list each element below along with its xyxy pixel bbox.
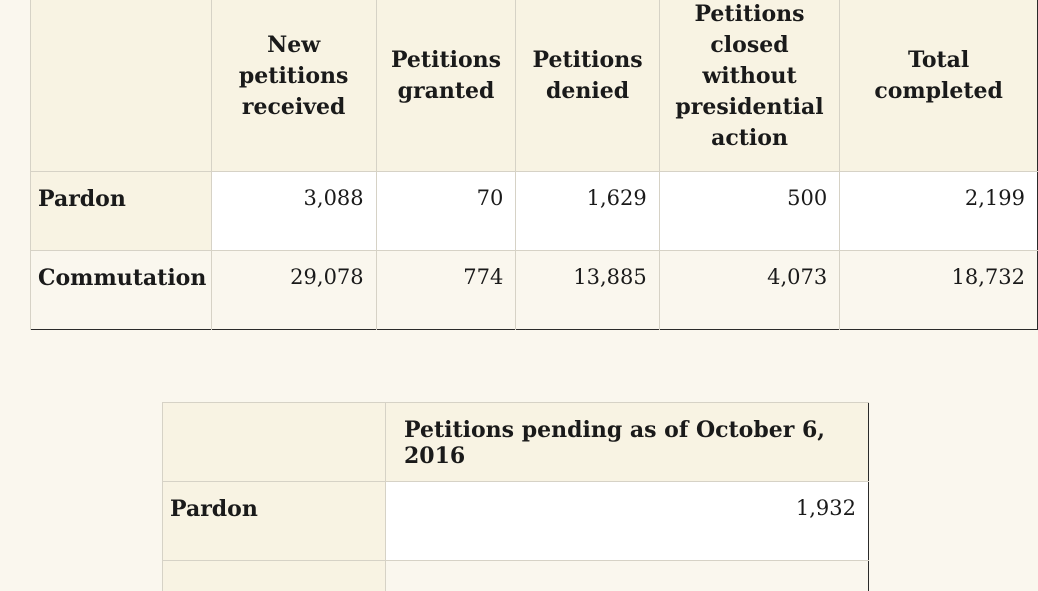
- column-header-total-completed: Total completed: [840, 0, 1038, 172]
- cell-granted: 774: [376, 251, 516, 330]
- cell-total-completed: 18,732: [840, 251, 1038, 330]
- table-row: Pardon 3,088 70 1,629 500 2,199: [31, 172, 1038, 251]
- completed-petitions-table: New petitions received Petitions granted…: [30, 0, 1038, 330]
- cell-pending: 1,932: [386, 482, 869, 561]
- table-row: Commutation 29,078 774 13,885 4,073 18,7…: [31, 251, 1038, 330]
- column-header-empty: [31, 0, 212, 172]
- cell-denied: 13,885: [516, 251, 659, 330]
- cell-new-petitions: 3,088: [211, 172, 376, 251]
- cell-granted: 70: [376, 172, 516, 251]
- column-header-new-petitions: New petitions received: [211, 0, 376, 172]
- row-header-pardon: Pardon: [163, 482, 386, 561]
- cell-closed-without-action: 4,073: [659, 251, 840, 330]
- cell-denied: 1,629: [516, 172, 659, 251]
- table-row: Pardon 1,932: [163, 482, 869, 561]
- pending-petitions-table: Petitions pending as of October 6, 2016 …: [162, 402, 869, 591]
- row-header-pardon: Pardon: [31, 172, 212, 251]
- cell-new-petitions: 29,078: [211, 251, 376, 330]
- row-header-commutation: Commutation: [31, 251, 212, 330]
- cell-closed-without-action: 500: [659, 172, 840, 251]
- column-header-pending: Petitions pending as of October 6, 2016: [386, 403, 869, 482]
- column-header-denied: Petitions denied: [516, 0, 659, 172]
- column-header-granted: Petitions granted: [376, 0, 516, 172]
- table-header-row: New petitions received Petitions granted…: [31, 0, 1038, 172]
- column-header-empty: [163, 403, 386, 482]
- column-header-closed-without-action: Petitions closed without presidential ac…: [659, 0, 840, 172]
- cell-total-completed: 2,199: [840, 172, 1038, 251]
- table-header-row: Petitions pending as of October 6, 2016: [163, 403, 869, 482]
